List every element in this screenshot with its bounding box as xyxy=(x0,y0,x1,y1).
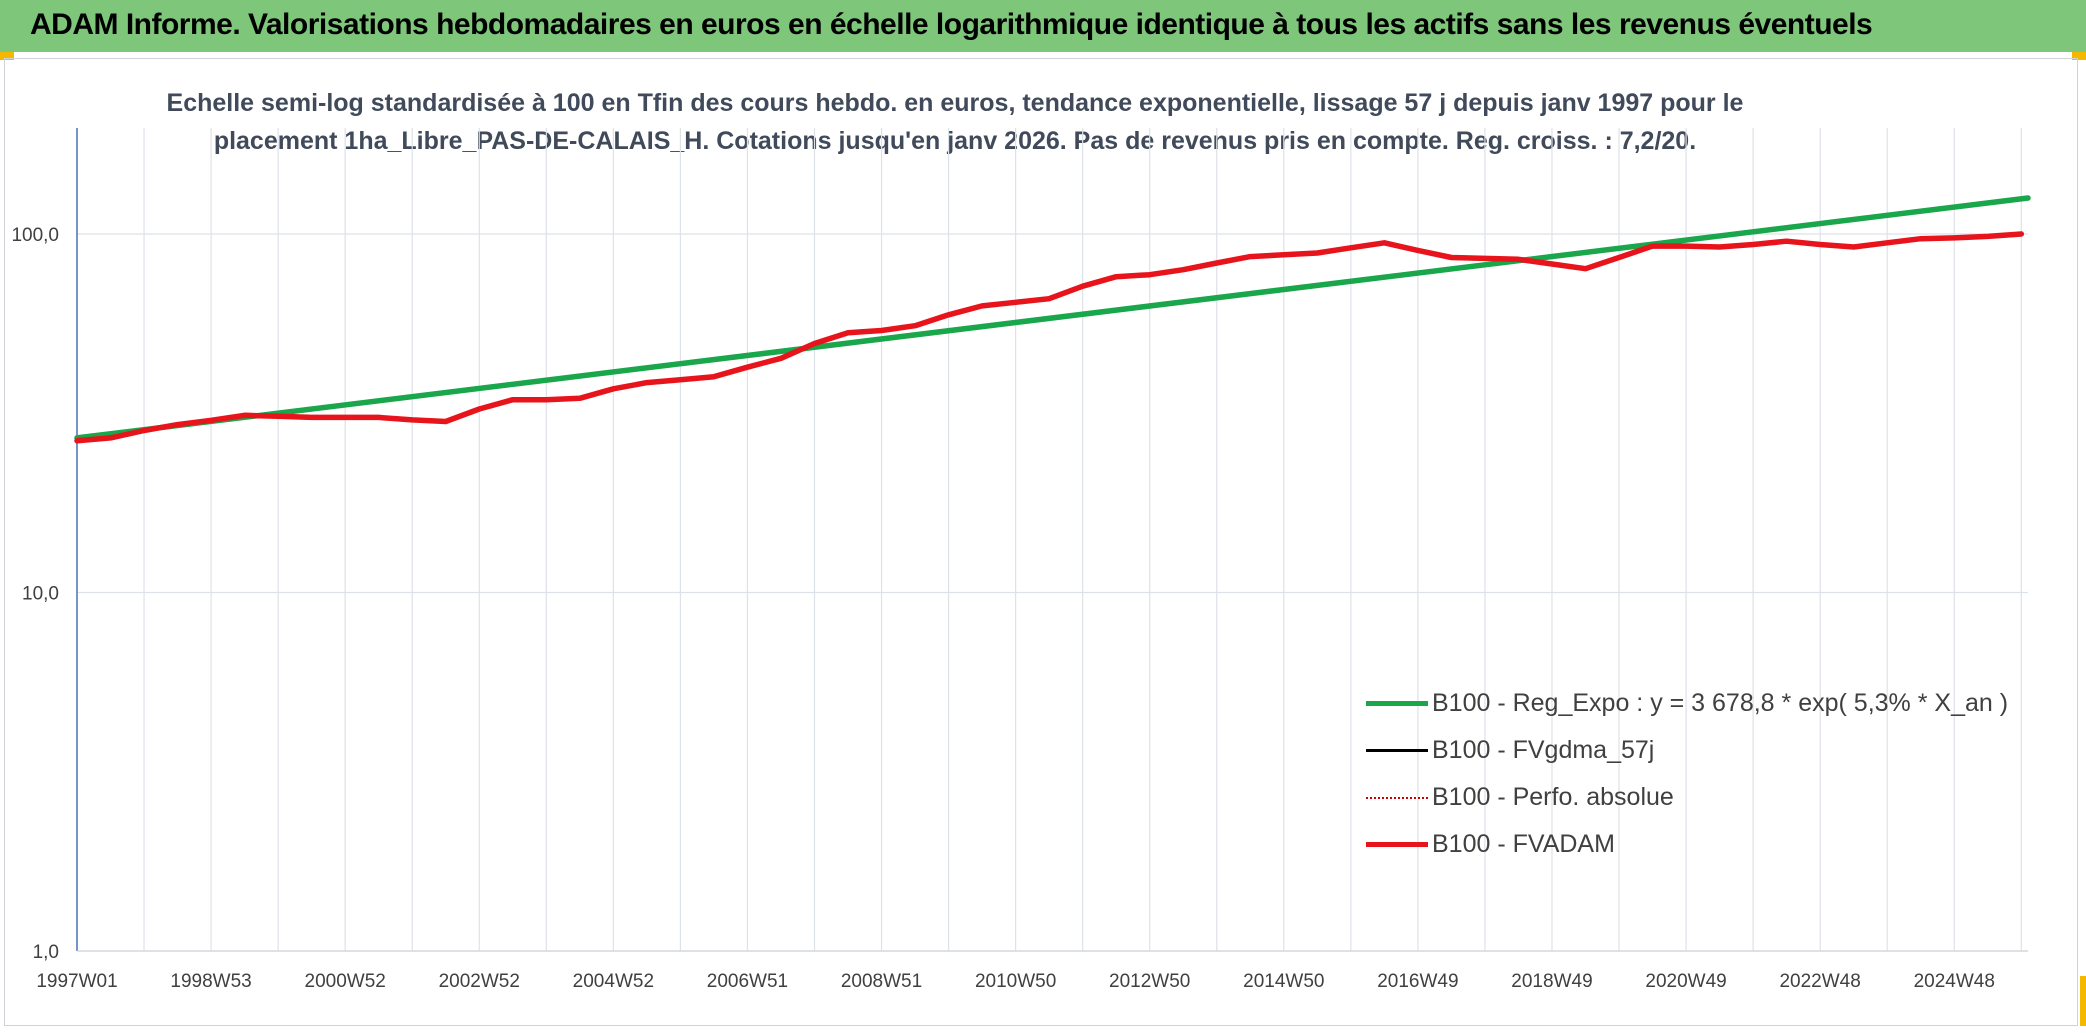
page-title: ADAM Informe. Valorisations hebdomadaire… xyxy=(30,8,1873,41)
legend-label: B100 - Perfo. absolue xyxy=(1432,783,1674,811)
legend-swatch-reg_expo xyxy=(1366,701,1428,706)
legend-label: B100 - FVgdma_57j xyxy=(1432,736,1655,764)
x-tick-label: 2006W51 xyxy=(707,971,788,992)
x-tick-label: 2024W48 xyxy=(1914,971,1995,992)
x-tick-label: 2016W49 xyxy=(1377,971,1458,992)
chart-frame xyxy=(4,58,2078,1026)
tick-labels: 1,0 10,0 100,0 1997W01 1998W53 2000W52 2002W52… xyxy=(11,225,1994,992)
corner-mark-top-right xyxy=(2072,52,2086,60)
legend-swatch-fvadam xyxy=(1366,842,1428,847)
corner-mark-bottom-right xyxy=(2080,976,2086,1026)
x-tick-label: 2010W50 xyxy=(975,971,1056,992)
x-tick-label: 2002W52 xyxy=(439,971,520,992)
y-tick-label: 1,0 xyxy=(33,942,59,963)
chart-title-line-2: placement 1ha_Libre_PAS-DE-CALAIS_H. Cot… xyxy=(213,127,1697,155)
x-tick-label: 2008W51 xyxy=(841,971,922,992)
series-line-fvadam xyxy=(74,231,2025,444)
y-tick-label: 10,0 xyxy=(22,584,59,605)
corner-mark-top-left xyxy=(0,52,14,60)
legend-item-fvgdma: B100 - FVgdma_57j xyxy=(1366,727,2008,774)
series xyxy=(74,195,2031,444)
legend-label: B100 - FVADAM xyxy=(1432,830,1615,858)
x-tick-label: 2020W49 xyxy=(1645,971,1726,992)
chart-title: Echelle semi-log standardisée à 100 en T… xyxy=(160,84,1750,160)
x-tick-label: 1997W01 xyxy=(36,971,117,992)
chart-title-line-1: Echelle semi-log standardisée à 100 en T… xyxy=(166,89,1744,117)
legend-item-reg_expo: B100 - Reg_Expo : y = 3 678,8 * exp( 5,3… xyxy=(1366,680,2008,727)
axes xyxy=(76,128,2028,952)
legend-item-perfo: B100 - Perfo. absolue xyxy=(1366,774,2008,821)
x-tick-label: 2012W50 xyxy=(1109,971,1190,992)
header-bar xyxy=(0,0,2086,52)
x-tick-label: 2018W49 xyxy=(1511,971,1592,992)
x-tick-label: 2004W52 xyxy=(573,971,654,992)
x-tick-label: 2000W52 xyxy=(305,971,386,992)
x-tick-label: 1998W53 xyxy=(170,971,251,992)
legend-label: B100 - Reg_Expo : y = 3 678,8 * exp( 5,3… xyxy=(1432,689,2009,717)
legend: B100 - Reg_Expo : y = 3 678,8 * exp( 5,3… xyxy=(1366,680,2008,868)
y-tick-label: 100,0 xyxy=(11,225,59,246)
legend-item-fvadam: B100 - FVADAM xyxy=(1366,821,2008,868)
x-tick-label: 2022W48 xyxy=(1779,971,1860,992)
legend-swatch-perfo xyxy=(1366,796,1428,799)
x-tick-label: 2014W50 xyxy=(1243,971,1324,992)
series-line-reg_expo xyxy=(74,195,2031,441)
legend-swatch-fvgdma xyxy=(1366,749,1428,752)
